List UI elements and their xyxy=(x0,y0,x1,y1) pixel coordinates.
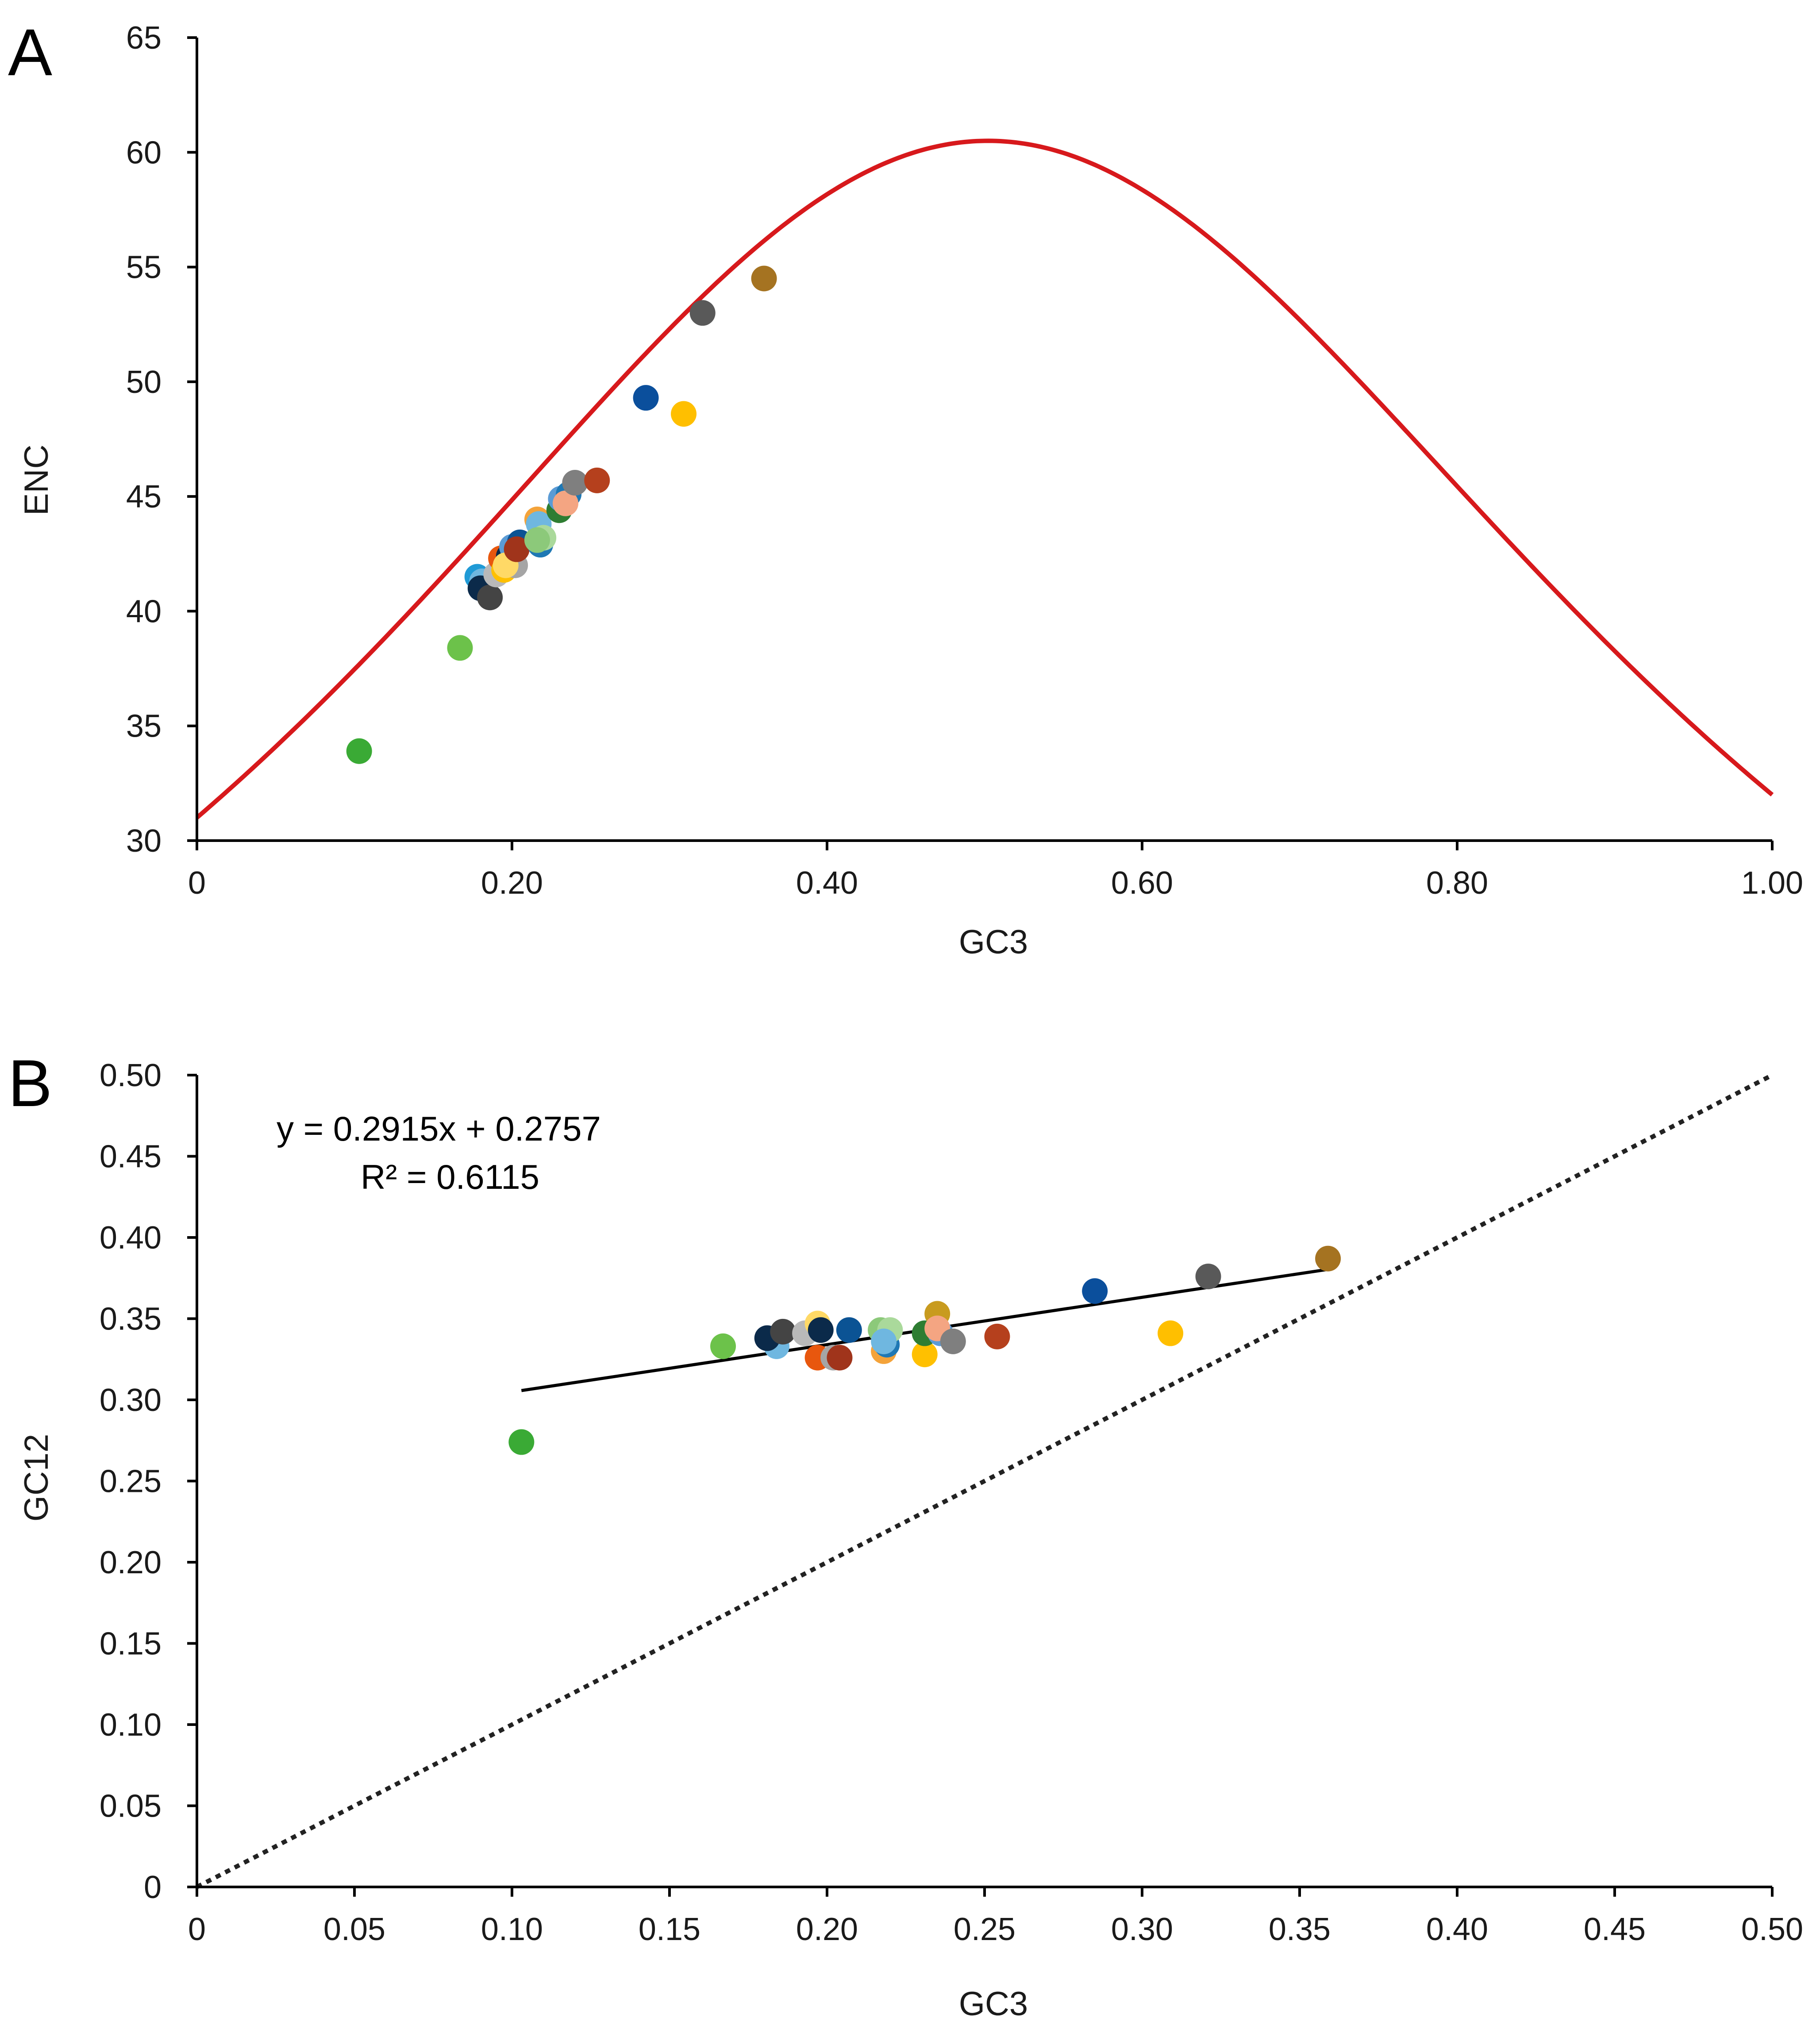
panel-b-data-point xyxy=(871,1328,897,1354)
panel-b-x-tick-label: 0.35 xyxy=(1269,1912,1331,1947)
panel-b-y-axis-title: GC12 xyxy=(18,1434,55,1522)
panel-a-x-tick-label: 0.80 xyxy=(1426,865,1488,901)
panel-a-y-tick-label: 35 xyxy=(126,709,162,744)
panel-b-y-tick-label: 0.20 xyxy=(100,1545,162,1580)
panel-b-x-tick-label: 0.50 xyxy=(1741,1912,1803,1947)
panel-b-y-tick-label: 0.25 xyxy=(100,1464,162,1499)
panel-a-data-point xyxy=(633,385,659,411)
panel-b-x-tick-label: 0.25 xyxy=(954,1912,1016,1947)
panel-b-data-point xyxy=(1195,1264,1221,1290)
panel-a-chart: A 0 0.20 0.40 0.60 0.80 1.003035404550556065 … xyxy=(8,15,1803,961)
panel-b-data-point xyxy=(827,1345,853,1371)
panel-a-data-point xyxy=(553,490,579,516)
panel-a-x-tick-label: 0.40 xyxy=(796,865,858,901)
panel-b-y-tick-label: 0.10 xyxy=(100,1707,162,1743)
panel-b-x-tick-label: 0.15 xyxy=(639,1912,700,1947)
panel-a-data-point xyxy=(524,527,550,553)
panel-b-x-tick-label: 0.20 xyxy=(796,1912,858,1947)
panel-a-data-point xyxy=(562,470,588,496)
panel-a-data-point xyxy=(504,536,530,562)
panel-b-data-point xyxy=(808,1317,834,1343)
panel-b-letter: B xyxy=(8,1046,52,1120)
panel-a-data-point xyxy=(689,300,716,326)
panel-a-y-tick-label: 55 xyxy=(126,250,162,285)
panel-b-data-point xyxy=(912,1341,938,1368)
panel-b-data-point xyxy=(984,1323,1010,1349)
panel-a-letter: A xyxy=(8,15,52,89)
panel-a-points xyxy=(346,265,777,764)
panel-b-x-tick-label: 0.30 xyxy=(1111,1912,1173,1947)
panel-a-data-point xyxy=(671,401,697,427)
panel-b-data-point xyxy=(710,1333,736,1359)
panel-a-data-point xyxy=(477,584,503,611)
panel-a-x-tick-label: 0 xyxy=(188,865,206,901)
panel-a-x-axis-title: GC3 xyxy=(959,923,1028,961)
panel-b-chart: B 0 0.05 0.10 0.15 0.20 0.25 0.30 0.35 0.40 0.45 0… xyxy=(8,1046,1803,2023)
r-squared-label: R² = 0.6115 xyxy=(361,1157,539,1196)
panel-a-data-point xyxy=(751,265,777,292)
panel-a-data-point xyxy=(584,467,610,493)
panel-b-points xyxy=(508,1245,1341,1455)
panel-b-x-axis-title: GC3 xyxy=(959,1985,1028,2023)
regression-equation: y = 0.2915x + 0.2757 xyxy=(277,1109,601,1148)
identity-reference-line xyxy=(196,1073,1774,1889)
panel-b-x-tick-label: 0.10 xyxy=(481,1912,543,1947)
panel-b-x-tick-label: 0.05 xyxy=(323,1912,385,1947)
panel-a-data-point xyxy=(346,738,372,764)
panel-a-y-tick-label: 50 xyxy=(126,365,162,400)
panel-b-data-point xyxy=(836,1317,862,1343)
panel-a-x-tick-label: 0.60 xyxy=(1111,865,1173,901)
panel-b-data-point xyxy=(1082,1278,1108,1304)
panel-b-data-point xyxy=(508,1429,535,1455)
panel-b-reference-line-layer xyxy=(196,1073,1774,1889)
panel-b-y-tick-label: 0.45 xyxy=(100,1139,162,1175)
panel-b-x-tick-label: 0 xyxy=(188,1912,206,1947)
panel-a-x-tick-label: 0.20 xyxy=(481,865,543,901)
panel-a-y-tick-label: 65 xyxy=(126,20,162,56)
panel-a-curve-layer xyxy=(195,138,1774,819)
panel-b-data-point xyxy=(940,1328,966,1354)
panel-b-y-tick-label: 0.15 xyxy=(100,1626,162,1662)
panel-a-y-tick-label: 45 xyxy=(126,479,162,515)
expected-enc-curve xyxy=(195,138,1774,819)
panel-a-y-tick-label: 30 xyxy=(126,823,162,859)
panel-b-y-tick-label: 0.30 xyxy=(100,1383,162,1418)
panel-a-x-tick-label: 1.00 xyxy=(1741,865,1803,901)
panel-a-y-axis-title: ENC xyxy=(18,445,55,515)
panel-b-data-point xyxy=(770,1318,796,1345)
panel-b-data-point xyxy=(1158,1320,1184,1346)
panel-b-x-tick-label: 0.45 xyxy=(1584,1912,1646,1947)
panel-a-data-point xyxy=(447,635,473,661)
panel-a-y-tick-label: 40 xyxy=(126,594,162,629)
panel-b-y-tick-label: 0 xyxy=(144,1870,162,1905)
panel-b-y-tick-label: 0.40 xyxy=(100,1220,162,1256)
panel-a-axes: 0 0.20 0.40 0.60 0.80 1.00 30 35 40 45 50 55 60 65 xyxy=(126,20,1803,901)
panel-b-y-tick-label: 0.35 xyxy=(100,1302,162,1337)
panel-a-y-tick-label: 60 xyxy=(126,135,162,170)
panel-b-y-tick-label: 0.50 xyxy=(100,1058,162,1093)
panel-b-y-tick-label: 0.05 xyxy=(100,1789,162,1824)
panel-b-x-tick-label: 0.40 xyxy=(1426,1912,1488,1947)
panel-b-axes: 0 0.05 0.10 0.15 0.20 0.25 0.30 0.35 0.40 0.45 0.5… xyxy=(100,1058,1803,1947)
panel-b-data-point xyxy=(1315,1245,1341,1272)
